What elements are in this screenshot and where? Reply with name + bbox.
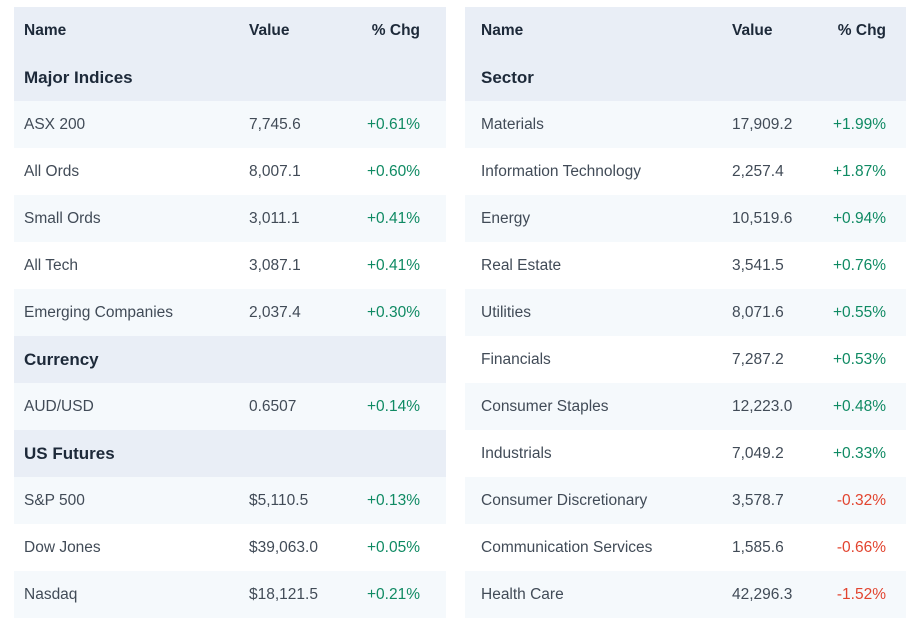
section-title: Major Indices <box>24 67 133 87</box>
value-cell: 3,011.1 <box>249 209 300 227</box>
change-cell: -1.52% <box>836 585 886 603</box>
sectors-table: Name Value % Chg Sector Materials 17,909… <box>465 7 906 618</box>
value-cell: 3,578.7 <box>732 491 784 509</box>
indices-table: Name Value % Chg Major Indices ASX 200 7… <box>14 7 446 618</box>
change-cell: +0.41% <box>366 256 420 274</box>
value-cell: 2,257.4 <box>732 162 784 180</box>
section-header-row: Sector <box>465 54 906 101</box>
change-cell: +0.05% <box>366 538 420 556</box>
name-cell: All Tech <box>24 256 78 274</box>
value-cell: 7,049.2 <box>732 444 784 462</box>
name-cell: All Ords <box>24 162 80 180</box>
table-row: Nasdaq $18,121.5 +0.21% <box>14 571 446 618</box>
table-row: Real Estate 3,541.5 +0.76% <box>465 242 906 289</box>
table-row: Materials 17,909.2 +1.99% <box>465 101 906 148</box>
table-row: Financials 7,287.2 +0.53% <box>465 336 906 383</box>
table-row: Dow Jones $39,063.0 +0.05% <box>14 524 446 571</box>
change-cell: +1.87% <box>832 162 886 180</box>
section-header-row: Major Indices <box>14 54 446 101</box>
change-cell: +0.13% <box>366 491 420 509</box>
table-row: Information Technology 2,257.4 +1.87% <box>465 148 906 195</box>
section-title: US Futures <box>24 443 115 463</box>
name-cell: Financials <box>481 350 551 368</box>
name-cell: Energy <box>481 209 531 227</box>
value-cell: 12,223.0 <box>732 397 793 415</box>
column-header-name: Name <box>481 21 524 39</box>
table-header-row: Name Value % Chg <box>14 7 446 54</box>
column-header-name: Name <box>24 21 67 39</box>
column-header-value: Value <box>732 21 773 39</box>
change-cell: +0.33% <box>832 444 886 462</box>
change-cell: +0.60% <box>366 162 420 180</box>
table-row: Health Care 42,296.3 -1.52% <box>465 571 906 618</box>
change-cell: +0.55% <box>832 303 886 321</box>
value-cell: 42,296.3 <box>732 585 793 603</box>
table-row: Small Ords 3,011.1 +0.41% <box>14 195 446 242</box>
name-cell: AUD/USD <box>24 397 94 415</box>
column-header-value: Value <box>249 21 290 39</box>
value-cell: $39,063.0 <box>249 538 318 556</box>
section-header-row: Currency <box>14 336 446 383</box>
value-cell: 7,745.6 <box>249 115 301 133</box>
value-cell: 0.6507 <box>249 397 297 415</box>
change-cell: -0.32% <box>836 491 886 509</box>
value-cell: 3,087.1 <box>249 256 301 274</box>
change-cell: +1.99% <box>832 115 886 133</box>
table-row: Consumer Staples 12,223.0 +0.48% <box>465 383 906 430</box>
name-cell: Dow Jones <box>24 538 101 556</box>
name-cell: ASX 200 <box>24 115 86 133</box>
name-cell: Information Technology <box>481 162 641 180</box>
table-row: S&P 500 $5,110.5 +0.13% <box>14 477 446 524</box>
table-row: Utilities 8,071.6 +0.55% <box>465 289 906 336</box>
change-cell: +0.21% <box>366 585 420 603</box>
value-cell: $5,110.5 <box>249 491 309 509</box>
table-row: ASX 200 7,745.6 +0.61% <box>14 101 446 148</box>
table-row: Industrials 7,049.2 +0.33% <box>465 430 906 477</box>
name-cell: Small Ords <box>24 209 101 227</box>
table-row: All Ords 8,007.1 +0.60% <box>14 148 446 195</box>
table-row: Consumer Discretionary 3,578.7 -0.32% <box>465 477 906 524</box>
change-cell: +0.94% <box>832 209 886 227</box>
name-cell: Consumer Discretionary <box>481 491 648 509</box>
value-cell: $18,121.5 <box>249 585 318 603</box>
table-row: Energy 10,519.6 +0.94% <box>465 195 906 242</box>
table-header-row: Name Value % Chg <box>465 7 906 54</box>
table-row: All Tech 3,087.1 +0.41% <box>14 242 446 289</box>
section-title: Currency <box>24 349 99 369</box>
value-cell: 17,909.2 <box>732 115 793 133</box>
name-cell: Nasdaq <box>24 585 78 603</box>
section-header-row: US Futures <box>14 430 446 477</box>
table-row: Communication Services 1,585.6 -0.66% <box>465 524 906 571</box>
value-cell: 3,541.5 <box>732 256 784 274</box>
name-cell: Emerging Companies <box>24 303 174 321</box>
column-header-chg: % Chg <box>837 21 886 39</box>
section-title: Sector <box>481 67 534 87</box>
value-cell: 7,287.2 <box>732 350 784 368</box>
change-cell: -0.66% <box>836 538 886 556</box>
table-row: Emerging Companies 2,037.4 +0.30% <box>14 289 446 336</box>
value-cell: 1,585.6 <box>732 538 784 556</box>
name-cell: Utilities <box>481 303 531 321</box>
value-cell: 10,519.6 <box>732 209 793 227</box>
value-cell: 8,071.6 <box>732 303 784 321</box>
name-cell: Consumer Staples <box>481 397 609 415</box>
name-cell: Health Care <box>481 585 564 603</box>
change-cell: +0.76% <box>832 256 886 274</box>
column-header-chg: % Chg <box>371 21 420 39</box>
change-cell: +0.14% <box>366 397 420 415</box>
name-cell: S&P 500 <box>24 491 85 509</box>
name-cell: Industrials <box>481 444 552 462</box>
change-cell: +0.48% <box>832 397 886 415</box>
change-cell: +0.61% <box>366 115 420 133</box>
name-cell: Communication Services <box>481 538 653 556</box>
change-cell: +0.30% <box>366 303 420 321</box>
value-cell: 2,037.4 <box>249 303 301 321</box>
change-cell: +0.41% <box>366 209 420 227</box>
name-cell: Real Estate <box>481 256 562 274</box>
change-cell: +0.53% <box>832 350 886 368</box>
name-cell: Materials <box>481 115 544 133</box>
value-cell: 8,007.1 <box>249 162 301 180</box>
table-row: AUD/USD 0.6507 +0.14% <box>14 383 446 430</box>
